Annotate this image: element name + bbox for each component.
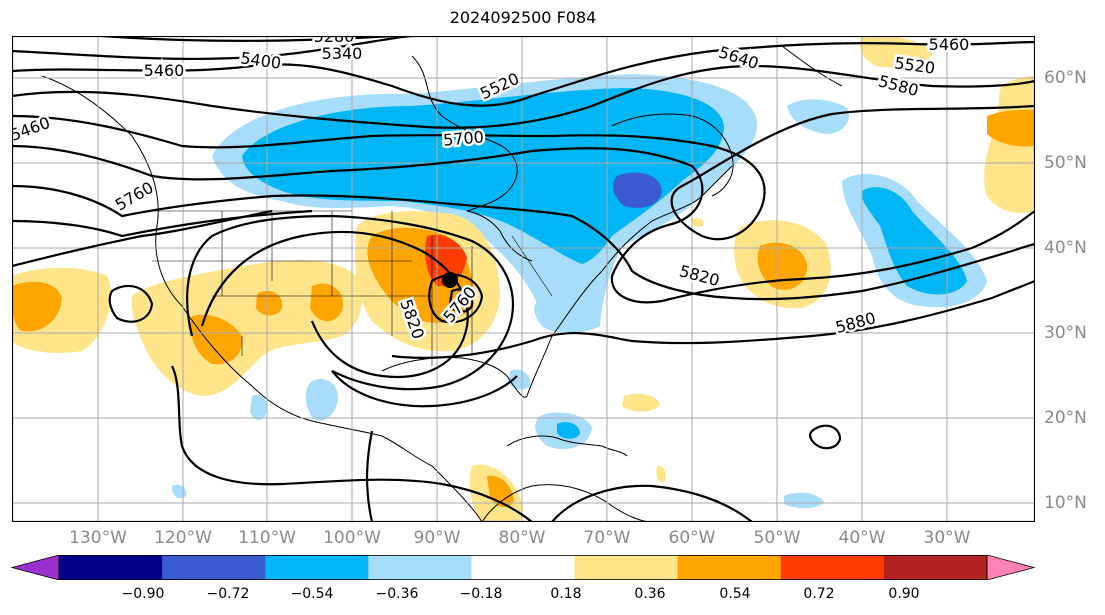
colorbar-tick-label: 0.90 <box>888 586 920 602</box>
colorbar-segment <box>471 555 576 580</box>
coastlines <box>41 45 843 522</box>
contour-label: 5700 <box>442 127 484 149</box>
lat-label: 20°N <box>1044 408 1087 428</box>
lon-label: 100°W <box>323 528 381 548</box>
lat-label: 60°N <box>1044 68 1087 88</box>
lat-label: 30°N <box>1044 323 1087 343</box>
map-title: 2024092500 F084 <box>449 8 597 27</box>
colorbar-frame <box>58 555 988 580</box>
colorbar-segment <box>883 555 988 580</box>
colorbar-min-extend <box>10 555 60 580</box>
colorbar-tick-label: −0.54 <box>290 586 334 602</box>
contour-label: 5460 <box>12 113 52 145</box>
lon-label: 80°W <box>498 528 546 548</box>
colorbar-segment <box>368 555 472 580</box>
lon-label: 60°W <box>668 528 716 548</box>
colorbar-tick-label: −0.72 <box>206 586 250 602</box>
contour-label: 5280 <box>314 36 355 46</box>
lon-label: 40°W <box>838 528 886 548</box>
colorbar-segment <box>265 555 369 580</box>
lon-label: 90°W <box>413 528 461 548</box>
lat-label: 10°N <box>1044 493 1087 513</box>
contour-label: 5460 <box>929 36 970 54</box>
lon-label: 110°W <box>238 528 296 548</box>
colorbar-segment <box>780 555 885 580</box>
colorbar <box>10 555 1036 580</box>
colorbar-tick-label: 0.54 <box>719 586 751 602</box>
lon-label: 30°W <box>923 528 971 548</box>
map-panel: 5280 5340 5400 5460 5460 5520 5520 5580 … <box>12 36 1035 522</box>
colorbar-tick-label: 0.72 <box>803 586 835 602</box>
contour-label: 5340 <box>322 44 363 63</box>
colorbar-tick-label: −0.90 <box>121 586 165 602</box>
colorbar-tick-label: −0.18 <box>459 586 503 602</box>
lon-label: 130°W <box>69 528 127 548</box>
lon-label: 50°W <box>753 528 801 548</box>
lat-label: 40°N <box>1044 238 1087 258</box>
colorbar-segment <box>574 555 679 580</box>
height-contours <box>12 36 1035 522</box>
contour-label: 5400 <box>239 48 282 72</box>
colorbar-tick-label: −0.36 <box>375 586 419 602</box>
graticule <box>12 36 1035 522</box>
map-frame <box>12 36 1035 522</box>
lat-label: 50°N <box>1044 153 1087 173</box>
colorbar-tick-label: 0.36 <box>634 586 666 602</box>
lon-label: 70°W <box>583 528 631 548</box>
map-canvas: 5280 5340 5400 5460 5460 5520 5520 5580 … <box>12 36 1035 522</box>
colorbar-max-extend <box>986 555 1036 580</box>
colorbar-tick-label: 0.18 <box>550 586 582 602</box>
colorbar-segment <box>59 555 163 580</box>
contour-label: 5580 <box>876 71 920 100</box>
low-center-marker <box>442 272 458 288</box>
lon-label: 120°W <box>154 528 212 548</box>
colorbar-segment <box>162 555 266 580</box>
contour-label: 5760 <box>112 178 157 215</box>
colorbar-segment <box>677 555 782 580</box>
contour-label: 5820 <box>677 261 721 290</box>
contour-label: 5460 <box>144 61 185 80</box>
